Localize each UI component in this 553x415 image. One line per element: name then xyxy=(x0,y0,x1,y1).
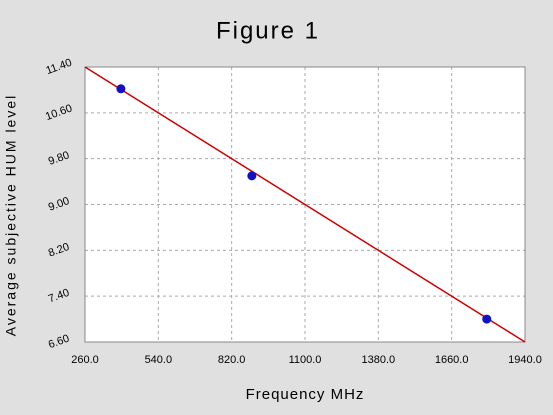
data-point xyxy=(482,314,492,324)
x-axis-label: Frequency MHz xyxy=(246,386,365,403)
x-tick-label: 820.0 xyxy=(218,354,246,366)
data-point xyxy=(247,171,257,181)
x-tick-label: 260.0 xyxy=(71,354,99,366)
x-tick-label: 1380.0 xyxy=(362,354,396,366)
chart-title: Figure 1 xyxy=(216,17,320,44)
plot-border xyxy=(84,66,526,343)
x-tick-label: 1100.0 xyxy=(289,354,322,366)
x-tick-label: 540.0 xyxy=(145,354,173,366)
data-point xyxy=(116,84,126,94)
x-tick-label: 1660.0 xyxy=(435,354,469,366)
y-axis-label: Average subjective HUM level xyxy=(3,94,19,337)
x-tick-label: 1940.0 xyxy=(508,354,542,366)
fit-line xyxy=(84,66,526,343)
